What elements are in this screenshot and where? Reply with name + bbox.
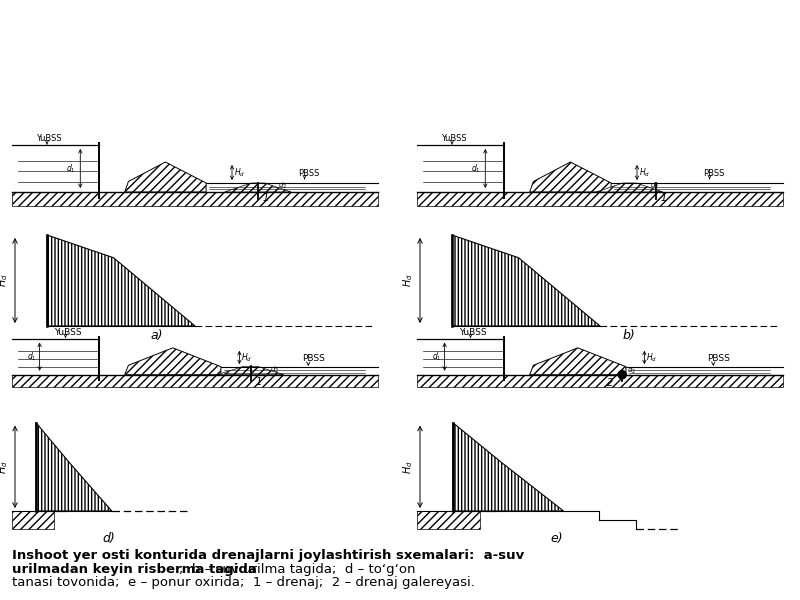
Text: 1: 1 <box>661 193 666 203</box>
Text: $H_d$: $H_d$ <box>0 460 10 473</box>
Polygon shape <box>530 162 611 192</box>
Text: $d_1$: $d_1$ <box>27 350 37 363</box>
Text: tanasi tovonida;  e – ponur oxirida;  1 – drenaj;  2 – drenaj galereyasi.: tanasi tovonida; e – ponur oxirida; 1 – … <box>12 576 475 589</box>
Polygon shape <box>36 422 112 511</box>
Polygon shape <box>417 375 783 388</box>
Text: PBSS: PBSS <box>298 169 320 178</box>
Text: ;  b – suv urilma tagida;  d – to‘g‘on: ; b – suv urilma tagida; d – to‘g‘on <box>179 563 416 576</box>
Text: PBSS: PBSS <box>707 354 730 363</box>
Text: $H_d$: $H_d$ <box>242 351 253 364</box>
Polygon shape <box>47 235 195 326</box>
Text: $H_d$: $H_d$ <box>401 274 415 287</box>
Text: $H_d$: $H_d$ <box>234 166 245 179</box>
Text: Inshoot yer osti konturida drenajlarni joylashtirish sxemalari:  a-suv: Inshoot yer osti konturida drenajlarni j… <box>12 549 524 562</box>
Polygon shape <box>530 348 626 375</box>
Text: $H_d$: $H_d$ <box>639 166 650 179</box>
Polygon shape <box>12 375 378 388</box>
Polygon shape <box>225 183 291 192</box>
Text: $d_1$: $d_1$ <box>470 162 480 175</box>
Text: 2: 2 <box>607 379 614 388</box>
Polygon shape <box>12 511 54 529</box>
Polygon shape <box>218 367 284 375</box>
Text: urilmadan keyin risberma tagida: urilmadan keyin risberma tagida <box>12 563 257 576</box>
Polygon shape <box>417 511 480 529</box>
Text: $d_2$: $d_2$ <box>650 181 658 191</box>
Circle shape <box>618 371 626 379</box>
Text: 1: 1 <box>263 193 269 203</box>
Polygon shape <box>125 162 206 192</box>
Text: 1: 1 <box>255 377 262 387</box>
Text: $H_d$: $H_d$ <box>401 460 415 473</box>
Text: YuBSS: YuBSS <box>54 328 82 337</box>
Text: $d_2$: $d_2$ <box>270 364 279 374</box>
Text: $d_1$: $d_1$ <box>432 350 442 363</box>
Polygon shape <box>12 192 378 206</box>
Text: $d_2$: $d_2$ <box>627 365 636 376</box>
Text: $H_d$: $H_d$ <box>646 351 658 364</box>
Polygon shape <box>596 183 663 192</box>
Text: $d_2$: $d_2$ <box>278 181 287 191</box>
Text: PBSS: PBSS <box>704 169 725 178</box>
Text: $H_d$: $H_d$ <box>0 274 10 287</box>
Text: a): a) <box>150 329 163 341</box>
Text: $d_1$: $d_1$ <box>66 162 75 175</box>
Polygon shape <box>125 348 221 375</box>
Text: b): b) <box>622 329 635 341</box>
Text: d): d) <box>102 532 115 545</box>
Text: PBSS: PBSS <box>302 354 325 363</box>
Text: YuBSS: YuBSS <box>441 134 466 143</box>
Polygon shape <box>452 235 600 326</box>
Polygon shape <box>417 192 783 206</box>
Text: e): e) <box>550 532 562 545</box>
Polygon shape <box>453 422 563 511</box>
Text: YuBSS: YuBSS <box>459 328 487 337</box>
Text: YuBSS: YuBSS <box>36 134 62 143</box>
